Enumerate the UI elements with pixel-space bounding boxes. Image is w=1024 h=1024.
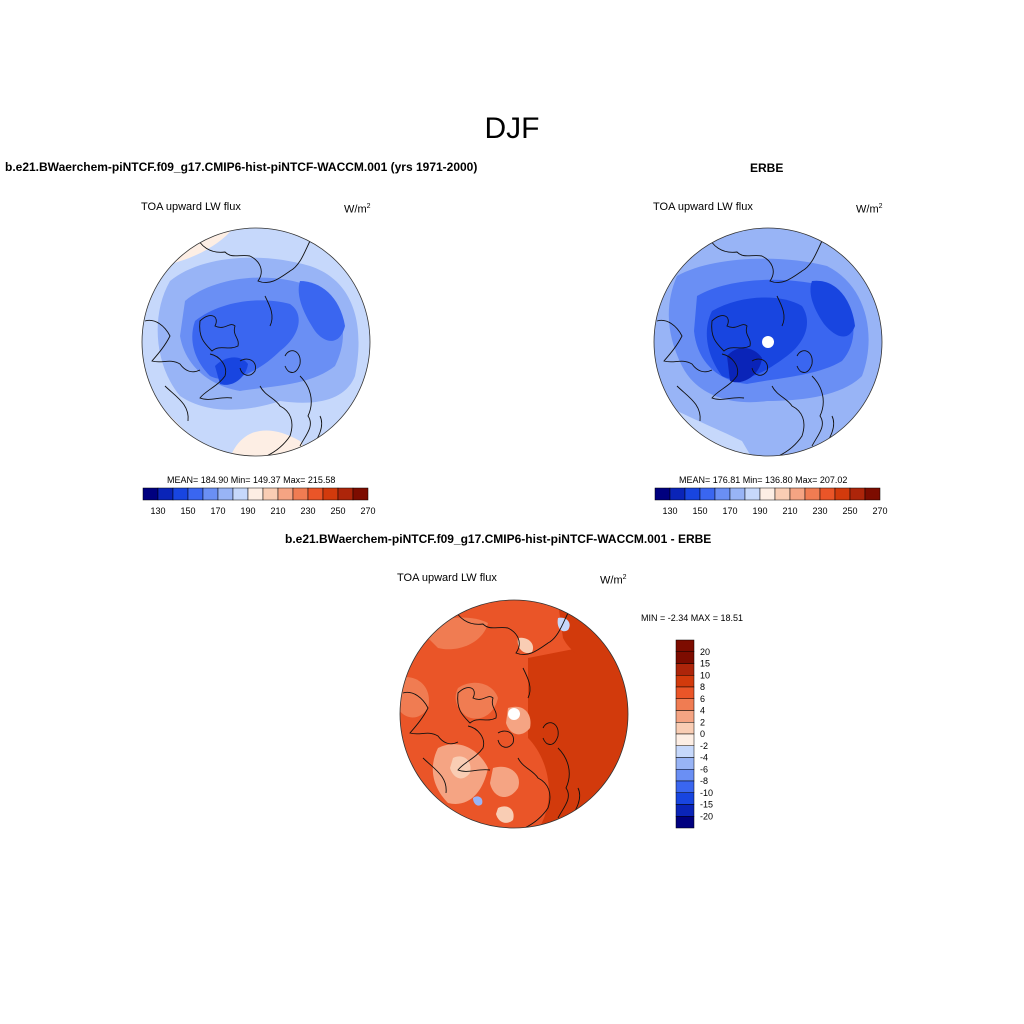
pole-missing-data-marker	[508, 708, 520, 720]
model-colorbar-swatch	[352, 487, 369, 501]
model-colorbar-swatch	[187, 487, 204, 501]
model-colorbar-swatch	[157, 487, 174, 501]
obs-colorbar-tick-label: 130	[662, 506, 677, 516]
obs-colorbar: 130 150 170 190 210 230 250 270	[654, 487, 888, 516]
model-variable-label: TOA upward LW flux	[141, 201, 241, 213]
obs-colorbar-tick-label: 270	[872, 506, 887, 516]
model-colorbar-swatch	[277, 487, 294, 501]
obs-colorbar-tick-label: 190	[752, 506, 767, 516]
obs-colorbar-swatch	[729, 487, 746, 501]
diff-colorbar-swatch	[675, 757, 695, 770]
diff-colorbar-swatch	[675, 710, 695, 723]
diff-colorbar-tick-label: -8	[700, 776, 708, 786]
model-colorbar-swatch	[232, 487, 249, 501]
diff-colorbar-swatch	[675, 698, 695, 711]
diff-colorbar-swatch	[675, 792, 695, 805]
diff-colorbar-tick-label: -10	[700, 788, 713, 798]
model-colorbar-swatch	[247, 487, 264, 501]
diff-colorbar-swatch	[675, 769, 695, 782]
diff-colorbar-tick-label: -2	[700, 741, 708, 751]
diff-colorbar-tick-label: 2	[700, 717, 705, 727]
model-colorbar-tick-label: 250	[330, 506, 345, 516]
diff-colorbar-tick-label: 4	[700, 706, 705, 716]
obs-colorbar-tick-label: 230	[812, 506, 827, 516]
model-colorbar-swatch	[337, 487, 354, 501]
obs-colorbar-swatch	[834, 487, 851, 501]
model-colorbar-swatch	[262, 487, 279, 501]
obs-colorbar-swatch	[684, 487, 701, 501]
obs-colorbar-swatch	[789, 487, 806, 501]
pole-missing-data-marker	[762, 336, 774, 348]
obs-colorbar-tick-label: 210	[782, 506, 797, 516]
obs-colorbar-tick-label: 150	[692, 506, 707, 516]
model-colorbar-tick-label: 210	[270, 506, 285, 516]
model-colorbar-swatch	[172, 487, 189, 501]
model-colorbar-swatch	[307, 487, 324, 501]
model-panel-title: b.e21.BWaerchem-piNTCF.f09_g17.CMIP6-his…	[5, 160, 478, 174]
obs-colorbar-swatch	[699, 487, 716, 501]
diff-colorbar-swatch	[675, 804, 695, 817]
model-polar-map	[141, 227, 371, 457]
obs-colorbar-swatch	[819, 487, 836, 501]
diff-colorbar-tick-label: -4	[700, 753, 708, 763]
diff-colorbar-tick-label: 10	[700, 670, 710, 680]
diff-polar-map	[399, 599, 629, 829]
diff-colorbar-tick-label: 8	[700, 682, 705, 692]
obs-units-label: W/m2	[856, 203, 883, 216]
obs-colorbar-swatch	[804, 487, 821, 501]
diff-colorbar-swatch	[675, 663, 695, 676]
model-units-label: W/m2	[344, 203, 371, 216]
diff-colorbar-swatch	[675, 780, 695, 793]
diff-colorbar-swatch	[675, 675, 695, 688]
obs-colorbar-swatch	[759, 487, 776, 501]
obs-colorbar-swatch	[744, 487, 761, 501]
model-colorbar-tick-label: 130	[150, 506, 165, 516]
diff-colorbar-swatch	[675, 639, 695, 652]
obs-colorbar-swatch	[774, 487, 791, 501]
obs-colorbar-swatch	[849, 487, 866, 501]
diff-colorbar-tick-label: 6	[700, 694, 705, 704]
diff-colorbar-swatch	[675, 722, 695, 735]
diff-minmax-text: MIN = -2.34 MAX = 18.51	[641, 613, 744, 623]
model-colorbar-tick-label: 190	[240, 506, 255, 516]
obs-colorbar-swatch	[654, 487, 671, 501]
diff-colorbar-swatch	[675, 686, 695, 699]
diff-colorbar-tick-label: 20	[700, 647, 710, 657]
diff-colorbar-tick-label: -15	[700, 800, 713, 810]
model-colorbar-swatch	[217, 487, 234, 501]
obs-panel-title: ERBE	[750, 161, 784, 175]
diff-colorbar-tick-label: -6	[700, 764, 708, 774]
diff-units-label: W/m2	[600, 574, 627, 587]
obs-colorbar-tick-label: 250	[842, 506, 857, 516]
model-colorbar-swatch	[292, 487, 309, 501]
model-colorbar-swatch	[202, 487, 219, 501]
diff-colorbar-tick-label: 0	[700, 729, 705, 739]
diff-panel-title: b.e21.BWaerchem-piNTCF.f09_g17.CMIP6-his…	[285, 532, 712, 546]
model-colorbar-tick-label: 150	[180, 506, 195, 516]
model-colorbar-tick-label: 270	[360, 506, 375, 516]
diff-variable-label: TOA upward LW flux	[397, 572, 497, 584]
model-colorbar-swatch	[142, 487, 159, 501]
diff-colorbar-tick-label: 15	[700, 659, 710, 669]
diff-colorbar-tick-label: -20	[700, 811, 713, 821]
obs-stats-text: MEAN= 176.81 Min= 136.80 Max= 207.02	[679, 475, 848, 485]
model-stats-text: MEAN= 184.90 Min= 149.37 Max= 215.58	[167, 475, 336, 485]
model-colorbar-tick-label: 230	[300, 506, 315, 516]
diff-colorbar-swatch	[675, 733, 695, 746]
diff-colorbar-swatch	[675, 816, 695, 829]
obs-colorbar-swatch	[714, 487, 731, 501]
diff-colorbar-swatch	[675, 745, 695, 758]
obs-colorbar-swatch	[669, 487, 686, 501]
obs-colorbar-tick-label: 170	[722, 506, 737, 516]
season-title: DJF	[484, 112, 540, 145]
obs-polar-map	[653, 227, 883, 457]
model-colorbar-swatch	[322, 487, 339, 501]
diff-colorbar-swatch	[675, 651, 695, 664]
model-colorbar: 130 150 170 190 210 230 250 270	[142, 487, 376, 516]
obs-colorbar-swatch	[864, 487, 881, 501]
obs-variable-label: TOA upward LW flux	[653, 201, 753, 213]
model-colorbar-tick-label: 170	[210, 506, 225, 516]
